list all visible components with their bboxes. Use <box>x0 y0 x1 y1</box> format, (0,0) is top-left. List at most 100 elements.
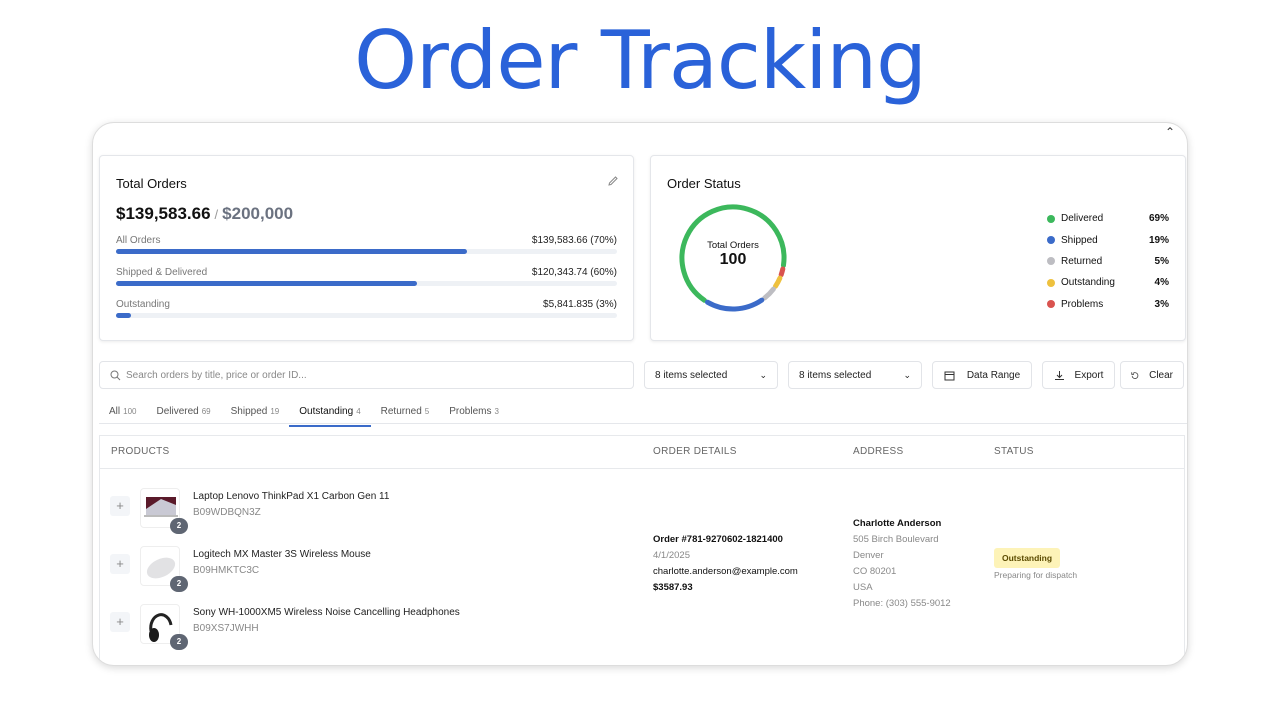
header-status: STATUS <box>994 446 1034 457</box>
download-icon <box>1054 370 1064 380</box>
filter-dropdown-1[interactable]: 8 items selected ⌄ <box>644 361 778 389</box>
donut-segment-shipped <box>705 297 765 312</box>
collapse-chevron-icon[interactable]: ⌃ <box>1164 125 1175 139</box>
tab-count: 3 <box>494 407 499 416</box>
tab-shipped[interactable]: Shipped 19 <box>221 403 290 427</box>
search-input[interactable]: Search orders by title, price or order I… <box>99 361 634 389</box>
expand-plus-icon[interactable]: + <box>110 554 130 574</box>
legend-percent: 4% <box>1154 277 1169 289</box>
legend-label: Shipped <box>1061 234 1098 246</box>
order-id[interactable]: Order #781-9270602-1821400 <box>653 534 783 545</box>
progress-track <box>116 281 617 286</box>
tab-outstanding[interactable]: Outstanding 4 <box>289 403 371 427</box>
tab-delivered[interactable]: Delivered 69 <box>146 403 220 427</box>
progress-label: All Orders <box>116 235 161 246</box>
product-name: Sony WH-1000XM5 Wireless Noise Cancellin… <box>193 607 460 618</box>
address-city: Denver <box>853 550 884 561</box>
orders-table: PRODUCTS ORDER DETAILS ADDRESS STATUS + … <box>99 435 1185 665</box>
address-country: USA <box>853 582 873 593</box>
status-cell: Outstanding Preparing for dispatch <box>994 548 1077 582</box>
mouse-thumbnail <box>140 546 180 586</box>
quantity-badge: 2 <box>170 634 188 650</box>
product-row: + 2 Sony WH-1000XM5 Wireless Noise Cance… <box>110 604 630 662</box>
donut-segment-delivered <box>679 204 787 303</box>
legend-label: Problems <box>1061 298 1104 310</box>
legend-percent: 3% <box>1154 298 1169 310</box>
tab-all[interactable]: All 100 <box>99 403 146 427</box>
progress-fill <box>116 313 132 318</box>
progress-track <box>116 313 617 318</box>
product-row: + 2 Logitech MX Master 3S Wireless Mouse… <box>110 546 630 604</box>
dashboard-window: ⌃ Total Orders $139,583.66/$200,000 All … <box>92 122 1188 666</box>
total-amount: $139,583.66/$200,000 <box>116 204 293 224</box>
address-street: 505 Birch Boulevard <box>853 534 939 545</box>
progress-outstanding: Outstanding $5,841.835 (3%) <box>116 299 617 329</box>
progress-fill <box>116 249 467 254</box>
legend-percent: 69% <box>1148 213 1169 225</box>
calendar-icon <box>944 371 955 380</box>
current-amount: $139,583.66 <box>116 204 211 223</box>
tab-count: 100 <box>123 407 137 416</box>
chevron-down-icon: ⌄ <box>759 369 767 380</box>
expand-plus-icon[interactable]: + <box>110 612 130 632</box>
product-name: Laptop Lenovo ThinkPad X1 Carbon Gen 11 <box>193 491 390 502</box>
card-title: Order Status <box>667 176 741 191</box>
address-details: Charlotte Anderson 505 Birch Boulevard D… <box>853 516 951 612</box>
product-sku: B09HMKTC3C <box>193 565 260 576</box>
chevron-down-icon: ⌄ <box>903 369 911 380</box>
donut-center-value: 100 <box>719 251 747 268</box>
tab-returned[interactable]: Returned 5 <box>371 403 440 427</box>
filter-value: 8 items selected <box>799 369 872 381</box>
status-tabs: All 100 Delivered 69 Shipped 19 Outstanding 4 Re… <box>99 403 509 427</box>
order-details: Order #781-9270602-1821400 4/1/2025 char… <box>653 532 798 596</box>
card-title: Total Orders <box>116 176 187 191</box>
quantity-badge: 2 <box>170 576 188 592</box>
page-title: Order Tracking <box>354 14 927 107</box>
product-row: + 2 Laptop Lenovo ThinkPad X1 Carbon Gen… <box>110 488 630 546</box>
date-range-button[interactable]: Data Range <box>932 361 1032 389</box>
filter-dropdown-2[interactable]: 8 items selected ⌄ <box>788 361 922 389</box>
progress-shipped-delivered: Shipped & Delivered $120,343.74 (60%) <box>116 267 617 297</box>
clear-label: Clear <box>1149 369 1173 381</box>
status-note: Preparing for dispatch <box>994 570 1078 580</box>
tab-problems[interactable]: Problems 3 <box>439 403 509 427</box>
address-phone: Phone: (303) 555-9012 <box>853 598 951 609</box>
tab-label: Shipped <box>230 406 268 417</box>
product-name: Logitech MX Master 3S Wireless Mouse <box>193 549 371 560</box>
order-date: 4/1/2025 <box>653 550 690 561</box>
legend-item-delivered: Delivered 69% <box>1047 208 1169 229</box>
legend-percent: 5% <box>1154 255 1169 267</box>
header-products: PRODUCTS <box>111 446 170 457</box>
date-range-label: Data Range <box>966 369 1021 381</box>
total-orders-card: Total Orders $139,583.66/$200,000 All Or… <box>99 155 634 341</box>
status-badge: Outstanding <box>994 548 1061 568</box>
clear-button[interactable]: Clear <box>1120 361 1184 389</box>
customer-name: Charlotte Anderson <box>853 518 942 529</box>
legend-dot <box>1047 214 1055 223</box>
legend-dot <box>1047 236 1055 245</box>
legend-percent: 19% <box>1148 234 1169 246</box>
legend-item-outstanding: Outstanding 4% <box>1047 272 1169 293</box>
legend-item-returned: Returned 5% <box>1047 251 1169 272</box>
reset-icon <box>1131 371 1139 379</box>
progress-fill <box>116 281 417 286</box>
export-button[interactable]: Export <box>1042 361 1115 389</box>
legend-label: Returned <box>1061 255 1103 267</box>
legend-dot <box>1047 278 1055 287</box>
donut-segment-outstanding <box>772 275 783 289</box>
order-total: $3587.93 <box>653 582 693 593</box>
legend-dot <box>1047 257 1055 266</box>
tab-count: 19 <box>270 407 280 416</box>
quantity-badge: 2 <box>170 518 188 534</box>
header-divider <box>100 468 1184 469</box>
filter-value: 8 items selected <box>655 369 728 381</box>
export-label: Export <box>1074 369 1104 381</box>
legend-label: Outstanding <box>1061 277 1115 289</box>
order-email: charlotte.anderson@example.com <box>653 566 798 577</box>
progress-all-orders: All Orders $139,583.66 (70%) <box>116 235 617 265</box>
status-legend: Delivered 69% Shipped 19% Returned 5% Outstand… <box>1047 208 1169 315</box>
edit-pencil-icon[interactable] <box>607 174 619 192</box>
legend-item-problems: Problems 3% <box>1047 294 1169 315</box>
expand-plus-icon[interactable]: + <box>110 496 130 516</box>
tab-label: Problems <box>449 406 492 417</box>
